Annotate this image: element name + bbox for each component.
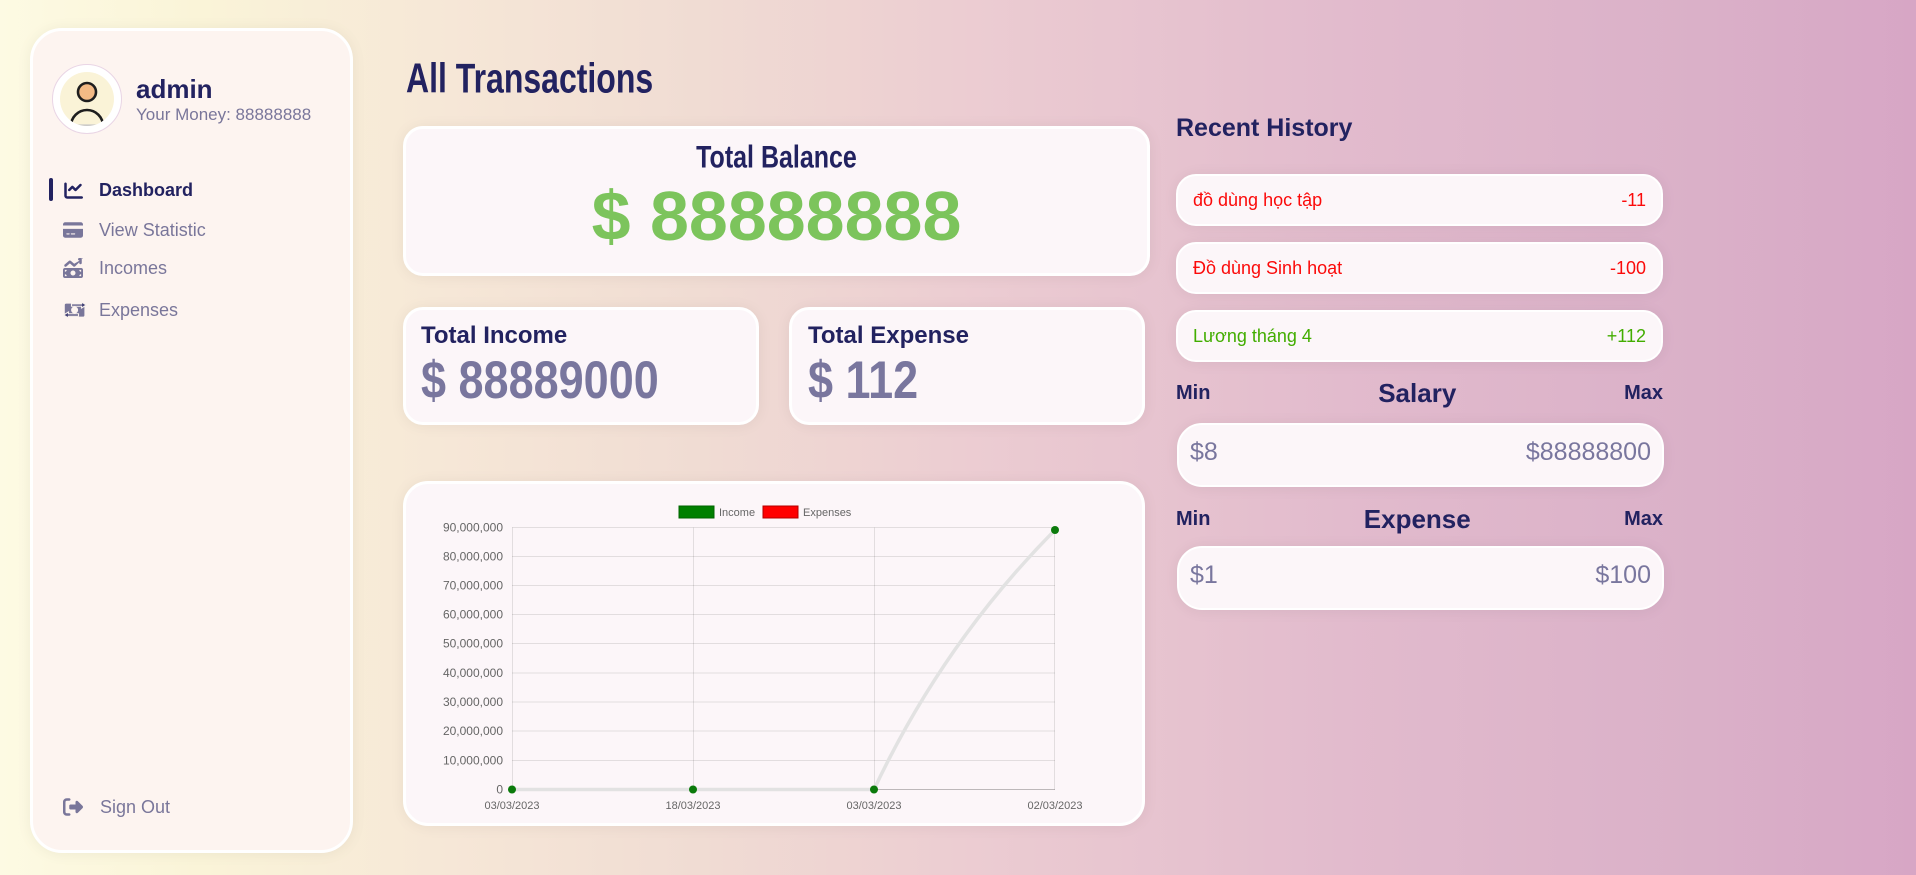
svg-text:90,000,000: 90,000,000	[443, 521, 503, 535]
svg-text:Expenses: Expenses	[803, 507, 852, 519]
svg-text:18/03/2023: 18/03/2023	[665, 800, 720, 812]
svg-text:80,000,000: 80,000,000	[443, 550, 503, 564]
svg-text:50,000,000: 50,000,000	[443, 637, 503, 651]
svg-text:02/03/2023: 02/03/2023	[1027, 800, 1082, 812]
svg-text:10,000,000: 10,000,000	[443, 754, 503, 768]
svg-text:30,000,000: 30,000,000	[443, 695, 503, 709]
svg-text:70,000,000: 70,000,000	[443, 579, 503, 593]
svg-text:60,000,000: 60,000,000	[443, 608, 503, 622]
svg-text:0: 0	[496, 783, 503, 797]
svg-text:03/03/2023: 03/03/2023	[846, 800, 901, 812]
svg-text:03/03/2023: 03/03/2023	[484, 800, 539, 812]
svg-text:20,000,000: 20,000,000	[443, 724, 503, 738]
svg-text:40,000,000: 40,000,000	[443, 666, 503, 680]
svg-text:Income: Income	[719, 507, 755, 519]
